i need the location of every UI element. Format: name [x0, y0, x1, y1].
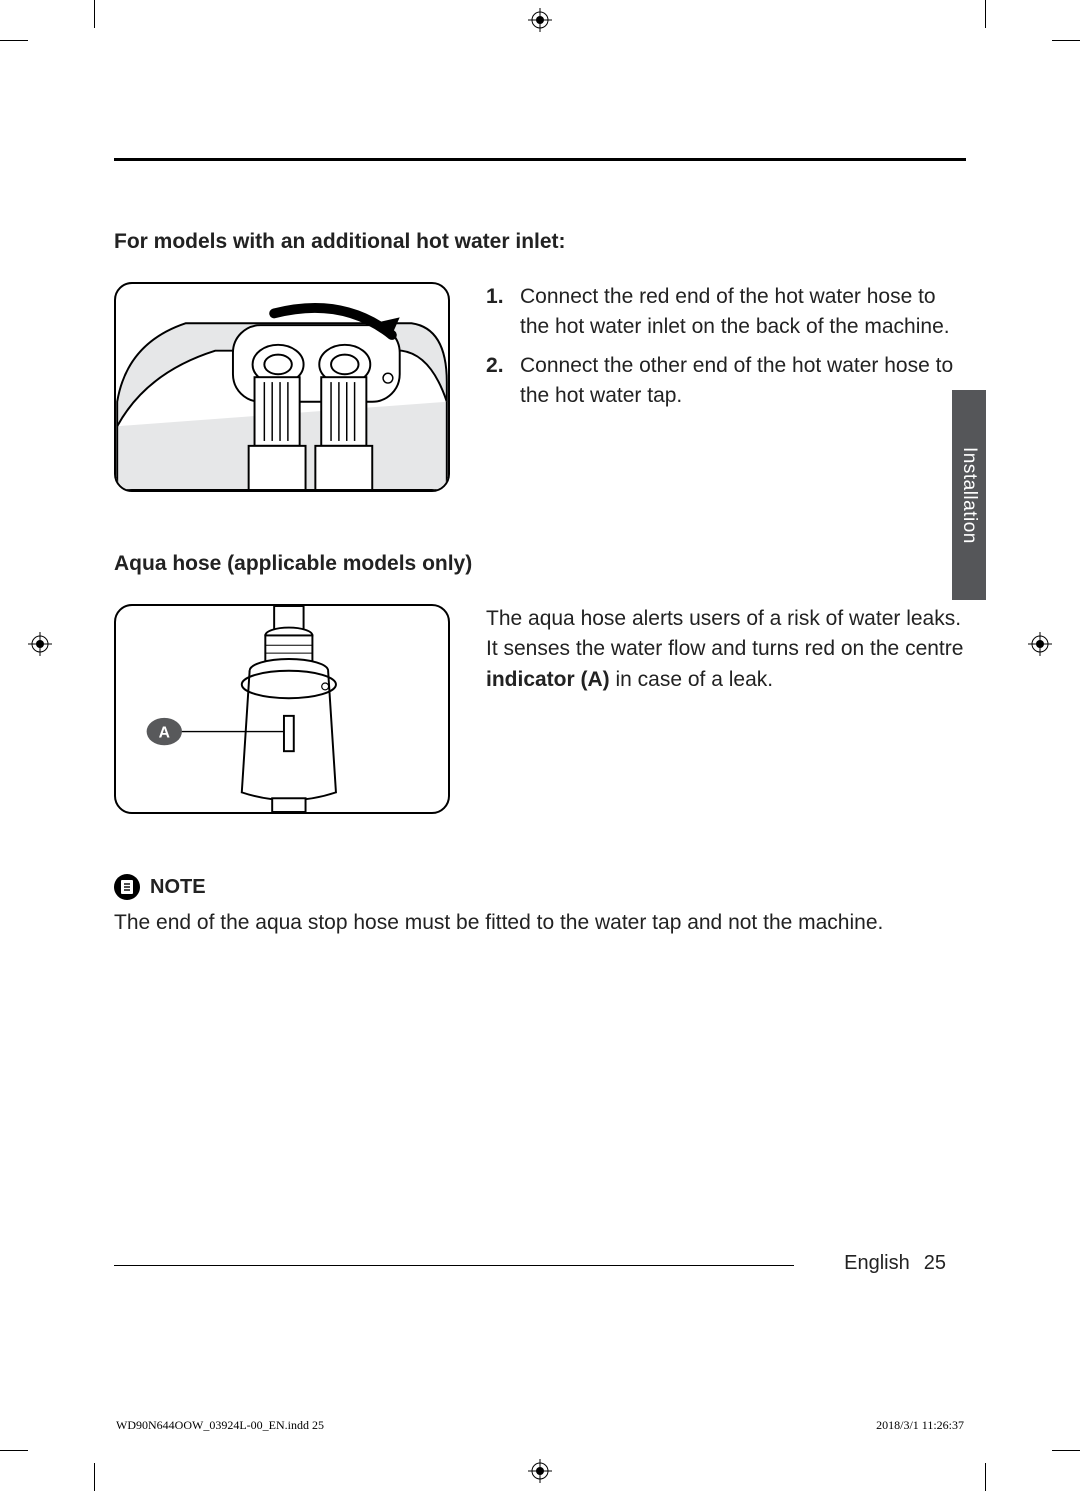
- crop-mark: [985, 1463, 986, 1491]
- text-bold: indicator (A): [486, 668, 610, 691]
- subheading-aqua-hose: Aqua hose (applicable models only): [114, 552, 966, 576]
- crop-mark: [0, 40, 28, 41]
- note-block: NOTE The end of the aqua stop hose must …: [114, 874, 966, 938]
- footer-page-number: 25: [924, 1252, 946, 1274]
- step-text: Connect the red end of the hot water hos…: [520, 285, 950, 338]
- header-rule: [114, 158, 966, 161]
- registration-mark-icon: [528, 1459, 552, 1483]
- footer-language: English: [844, 1252, 910, 1274]
- crop-mark: [0, 1450, 28, 1451]
- crop-mark: [1052, 40, 1080, 41]
- note-body: The end of the aqua stop hose must be fi…: [114, 908, 966, 938]
- steps-list: Connect the red end of the hot water hos…: [486, 282, 966, 412]
- step-2: Connect the other end of the hot water h…: [486, 351, 966, 412]
- text-span: The aqua hose alerts users of a risk of …: [486, 607, 963, 660]
- aqua-hose-text: The aqua hose alerts users of a risk of …: [486, 604, 966, 814]
- registration-mark-icon: [528, 8, 552, 32]
- imprint-timestamp: 2018/3/1 11:26:37: [876, 1418, 964, 1433]
- crop-mark: [94, 0, 95, 28]
- figure-hot-water-inlet: [114, 282, 450, 492]
- note-label: NOTE: [150, 876, 206, 899]
- crop-mark: [985, 0, 986, 28]
- note-icon: [114, 874, 140, 900]
- page: Installation For models with an addition…: [94, 40, 986, 1451]
- footer-rule: [114, 1265, 794, 1266]
- crop-mark: [1052, 1450, 1080, 1451]
- step-1: Connect the red end of the hot water hos…: [486, 282, 966, 343]
- registration-mark-icon: [1028, 632, 1052, 656]
- page-footer: English 25: [844, 1252, 946, 1275]
- crop-mark: [94, 1463, 95, 1491]
- registration-mark-icon: [28, 632, 52, 656]
- imprint-filename: WD90N644OOW_03924L-00_EN.indd 25: [116, 1418, 324, 1433]
- subheading-hot-water: For models with an additional hot water …: [114, 230, 966, 254]
- callout-a-label: A: [159, 724, 170, 741]
- text-span: in case of a leak.: [610, 668, 773, 691]
- figure-aqua-hose: A: [114, 604, 450, 814]
- step-text: Connect the other end of the hot water h…: [520, 354, 953, 407]
